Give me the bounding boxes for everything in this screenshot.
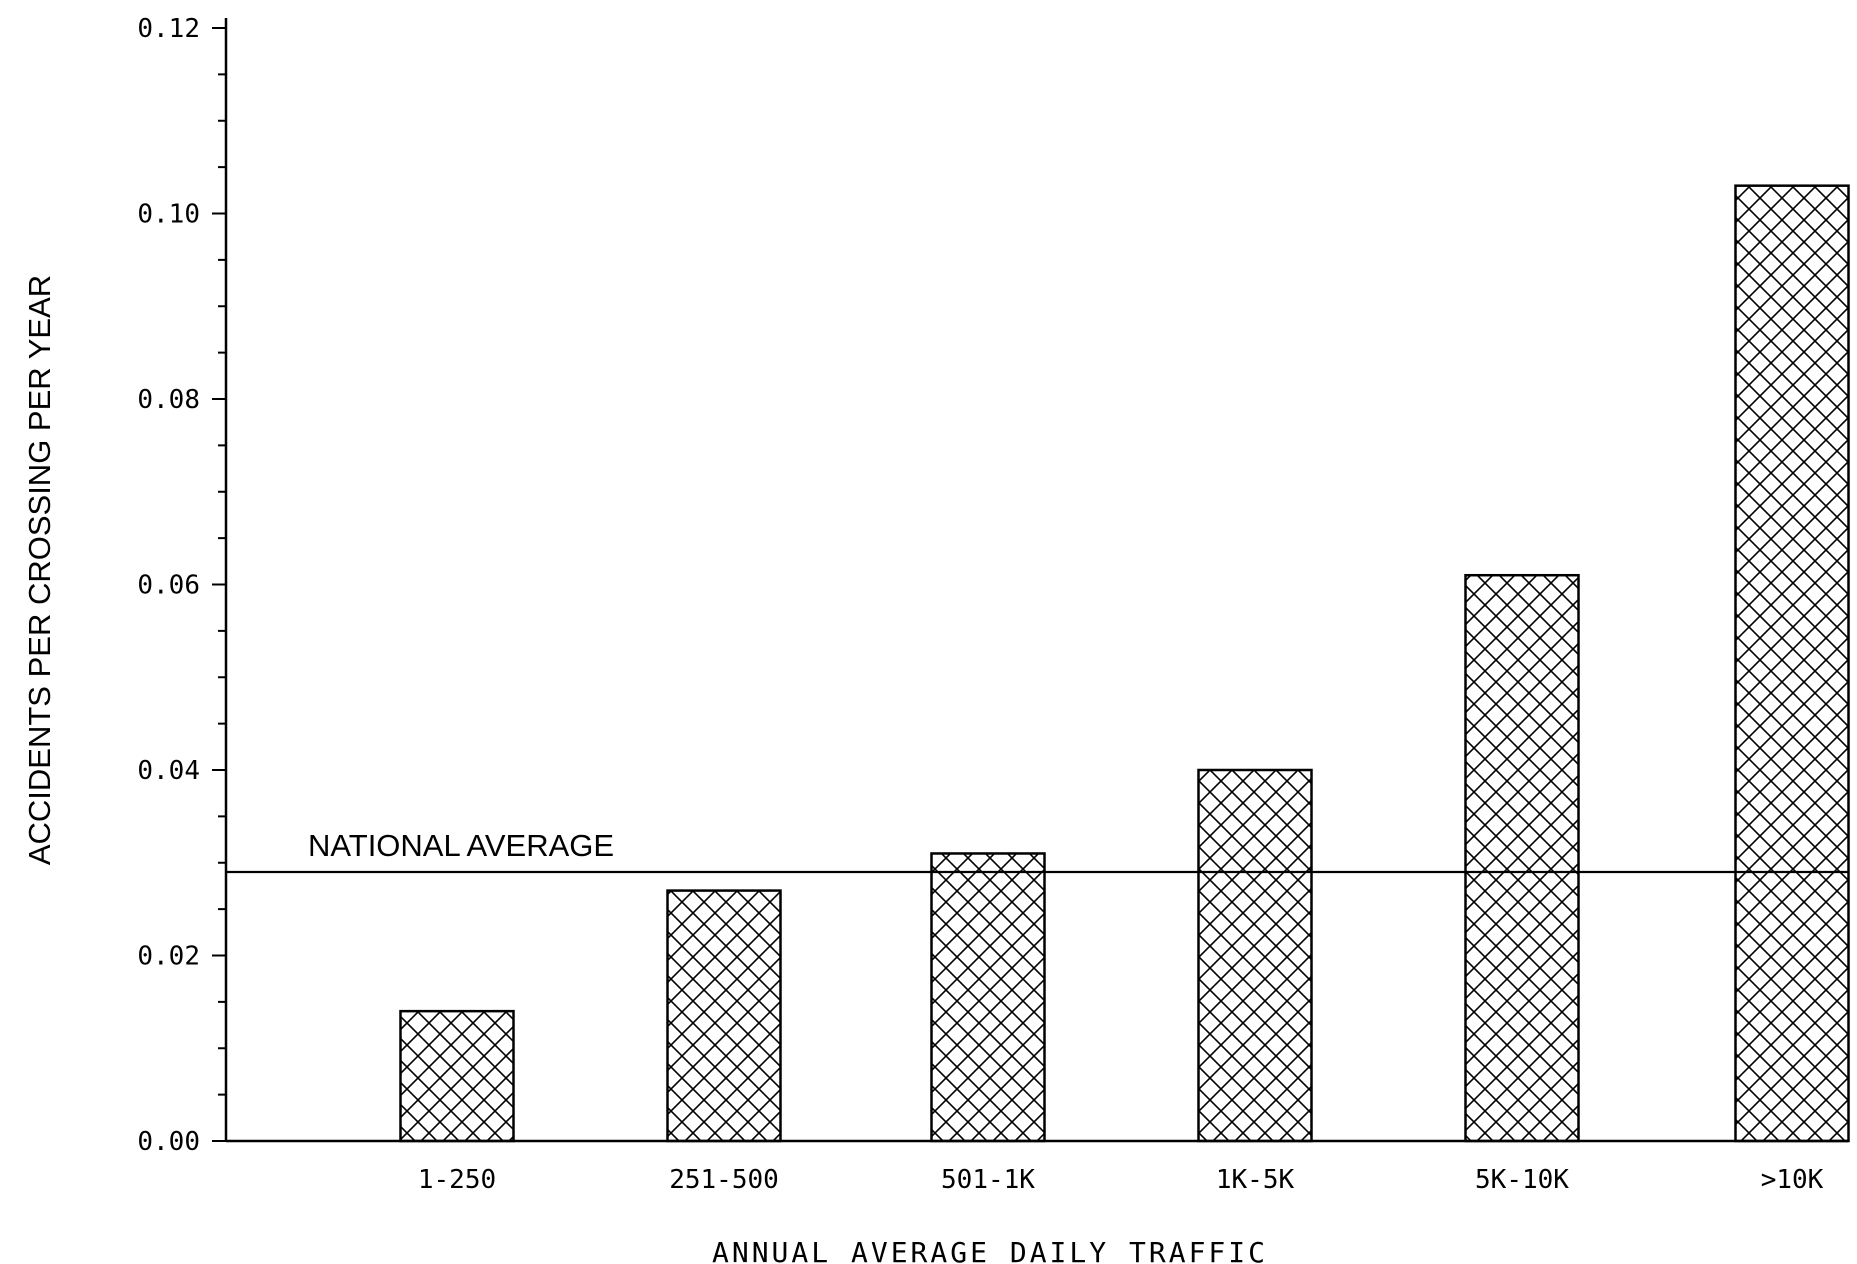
y-tick-label: 0.08 xyxy=(137,385,200,415)
y-tick-label: 0.12 xyxy=(137,14,200,44)
y-tick-label: 0.00 xyxy=(137,1127,200,1157)
x-tick-label: 1K-5K xyxy=(1216,1165,1295,1195)
y-tick-label: 0.06 xyxy=(137,571,200,601)
x-tick-label: 501-1K xyxy=(941,1165,1035,1195)
bar-5k-10k xyxy=(1464,573,1580,1143)
labels: ACCIDENTS PER CROSSING PER YEAR ANNUAL A… xyxy=(22,275,1268,1264)
y-tick-label: 0.04 xyxy=(137,756,200,786)
bar-501-1k xyxy=(930,852,1046,1143)
bar-10k xyxy=(1734,184,1850,1143)
y-axis-title: ACCIDENTS PER CROSSING PER YEAR xyxy=(22,275,57,865)
x-tick-label: 5K-10K xyxy=(1475,1165,1569,1195)
bar-1-250 xyxy=(399,1009,515,1143)
x-tick-label: 1-250 xyxy=(418,1165,496,1195)
y-tick-label: 0.10 xyxy=(137,200,200,230)
bar-1k-5k xyxy=(1197,768,1313,1143)
plot-area: NATIONAL AVERAGE xyxy=(226,184,1850,1143)
x-tick-label: 251-500 xyxy=(669,1165,779,1195)
national-average-label: NATIONAL AVERAGE xyxy=(308,828,614,863)
x-tick-label: >10K xyxy=(1761,1165,1824,1195)
x-axis-title: ANNUAL AVERAGE DAILY TRAFFIC xyxy=(712,1236,1268,1264)
bar-251-500 xyxy=(666,889,782,1143)
y-tick-label: 0.02 xyxy=(137,942,200,972)
axes: 0.00 0.02 0.04 0.06 0.08 0.10 0.12 1-250 251-500… xyxy=(137,14,1848,1195)
